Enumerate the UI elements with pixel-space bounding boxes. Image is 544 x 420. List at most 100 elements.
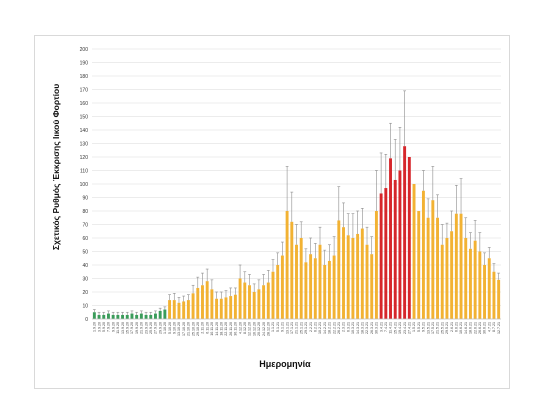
bar — [487, 258, 491, 319]
bar — [431, 200, 435, 319]
bar — [384, 188, 388, 319]
x-tick-label: 6.11.20 — [205, 322, 209, 334]
x-tick-label: 6.3.21 — [346, 322, 350, 332]
y-tick-label: 70 — [82, 222, 88, 228]
x-tick-label: 10.2.21 — [318, 322, 322, 334]
bar — [229, 296, 233, 319]
x-tick-label: 12.12.20 — [248, 322, 252, 336]
bar — [398, 170, 402, 319]
x-tick-label: 5.10.20 — [168, 322, 172, 334]
x-tick-label: 25.9.20 — [149, 322, 153, 334]
x-tick-label: 9.10.20 — [172, 322, 176, 334]
bar — [280, 255, 284, 319]
bar — [262, 285, 266, 319]
bar — [370, 254, 374, 319]
x-tick-label: 27.4.21 — [408, 322, 412, 334]
x-tick-label: 5.5.21 — [417, 322, 421, 332]
x-tick-label: 12.7.21 — [497, 322, 501, 334]
y-tick-label: 190 — [80, 60, 89, 66]
x-tick-label: 18.3.21 — [361, 322, 365, 334]
bar — [295, 244, 298, 319]
bar — [271, 271, 275, 319]
x-tick-label: 26.2.21 — [337, 322, 341, 334]
bar — [417, 211, 421, 319]
bar — [342, 227, 345, 319]
x-tick-label: 9.9.20 — [111, 322, 115, 332]
bar — [139, 313, 143, 319]
y-tick-label: 130 — [80, 141, 89, 147]
bar — [327, 260, 331, 319]
bar — [356, 233, 360, 319]
bar — [309, 254, 313, 319]
x-tick-label: 5.9.20 — [102, 322, 106, 332]
y-tick-label: 120 — [80, 155, 89, 161]
bar — [92, 312, 96, 319]
x-tick-label: 1.10.20 — [163, 322, 167, 334]
y-tick-label: 80 — [82, 209, 88, 215]
bar — [450, 231, 454, 319]
bar — [177, 302, 181, 319]
y-tick-label: 100 — [80, 182, 89, 188]
bar — [454, 213, 458, 319]
y-tick-label: 90 — [82, 195, 88, 201]
bar — [219, 298, 223, 319]
x-tick-label: 26.3.21 — [370, 322, 374, 334]
x-tick-label: 18.11.20 — [219, 322, 223, 336]
bar — [440, 244, 444, 319]
x-tick-label: 1.9.20 — [93, 322, 97, 332]
y-tick-label: 140 — [80, 128, 89, 134]
x-axis-ticks: 1.9.20 3.9.20 5.9.20 7.9.20 9.9.20 11.9.20 13.… — [93, 322, 501, 336]
bar — [478, 251, 482, 319]
x-tick-label: 10.6.21 — [459, 322, 463, 334]
y-tick-label: 50 — [82, 249, 88, 255]
bar — [497, 279, 501, 319]
bar — [483, 265, 487, 319]
x-tick-label: 23.9.20 — [144, 322, 148, 334]
x-tick-label: 22.2.21 — [332, 322, 336, 334]
gridlines — [92, 48, 501, 306]
bar — [243, 282, 247, 319]
x-tick-label: 30.11.20 — [234, 322, 238, 336]
y-tick-label: 30 — [82, 276, 88, 282]
x-tick-label: 27.9.20 — [154, 322, 158, 334]
bar — [436, 217, 439, 319]
x-tick-label: 28.12.20 — [266, 322, 270, 336]
x-tick-label: 30.6.21 — [483, 322, 487, 334]
bar — [172, 300, 176, 319]
bar — [445, 238, 449, 319]
bar — [426, 217, 430, 319]
x-tick-label: 14.3.21 — [356, 322, 360, 334]
y-tick-label: 20 — [82, 290, 88, 296]
x-tick-label: 13.5.21 — [426, 322, 430, 334]
x-tick-label: 2.2.21 — [309, 322, 313, 332]
bar — [492, 271, 496, 319]
x-tick-label: 25.1.21 — [299, 322, 303, 334]
y-tick-label: 0 — [85, 317, 88, 323]
y-tick-label: 110 — [80, 168, 88, 174]
x-tick-label: 17.1.21 — [290, 322, 294, 334]
x-tick-label: 23.4.21 — [403, 322, 407, 334]
bar — [393, 179, 397, 319]
y-tick-label: 170 — [80, 87, 89, 93]
x-tick-label: 29.1.21 — [304, 322, 308, 334]
bar — [459, 213, 463, 319]
x-tick-label: 21.5.21 — [436, 322, 440, 334]
x-tick-label: 21.9.20 — [140, 322, 144, 334]
x-tick-label: 20.12.20 — [257, 322, 261, 336]
x-tick-label: 5.1.21 — [276, 322, 280, 332]
bar — [248, 285, 251, 319]
bar — [403, 146, 407, 319]
x-tick-label: 1.1.21 — [271, 322, 275, 332]
bar — [102, 314, 106, 319]
x-tick-label: 13.1.21 — [285, 322, 289, 334]
x-tick-label: 18.6.21 — [469, 322, 473, 334]
bar — [233, 294, 237, 319]
bars — [92, 146, 501, 319]
bar — [346, 235, 350, 319]
x-tick-label: 22.3.21 — [365, 322, 369, 334]
bar — [196, 287, 200, 319]
bar — [201, 285, 204, 319]
y-tick-label: 150 — [80, 114, 89, 120]
x-tick-label: 29.10.20 — [196, 322, 200, 336]
x-tick-label: 2.11.20 — [201, 322, 205, 334]
